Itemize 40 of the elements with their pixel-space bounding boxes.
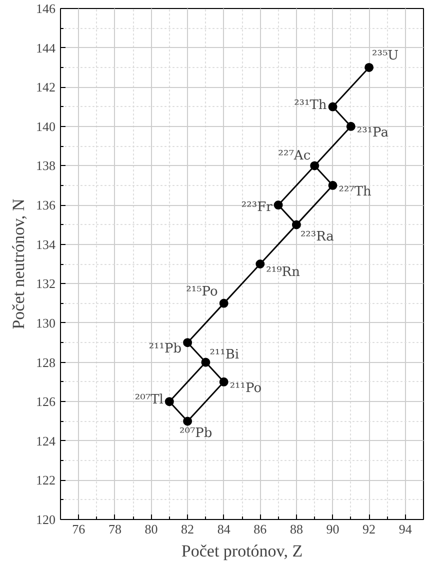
x-tick-label: 82 bbox=[181, 522, 194, 536]
y-tick-label: 144 bbox=[36, 40, 56, 56]
y-tick-label: 140 bbox=[36, 118, 56, 134]
x-axis-title: Počet protónov, Z bbox=[181, 542, 303, 560]
annotation: ²²⁷Ac bbox=[278, 148, 311, 164]
annotation: ²²⁷Th bbox=[338, 184, 372, 200]
annotation: ²³¹Th bbox=[294, 98, 328, 113]
y-tick-label: 124 bbox=[36, 433, 56, 448]
x-tick-label: 76 bbox=[72, 522, 86, 536]
x-tick-label: 86 bbox=[254, 522, 268, 536]
annotation: ²³¹Pa bbox=[356, 125, 389, 140]
y-tick-label: 138 bbox=[36, 158, 56, 174]
annotation: ²²³Ra bbox=[300, 230, 334, 245]
annotation: ²¹⁵Po bbox=[186, 284, 218, 300]
x-tick-label: 94 bbox=[398, 522, 412, 536]
x-tick-label: 92 bbox=[362, 522, 376, 536]
y-tick-label: 132 bbox=[36, 276, 56, 292]
annotation: ²¹¹Po bbox=[230, 380, 262, 396]
annotation: ²¹⁹Rn bbox=[266, 265, 301, 280]
y-tick-label: 136 bbox=[36, 198, 56, 213]
x-tick-label: 90 bbox=[326, 522, 340, 536]
x-tick-label: 80 bbox=[144, 522, 158, 536]
y-tick-label: 120 bbox=[36, 512, 56, 527]
annotation: ²⁰⁷Pb bbox=[180, 426, 212, 442]
y-tick-label: 142 bbox=[36, 80, 56, 95]
annotation: ²¹¹Pb bbox=[148, 342, 182, 357]
y-tick-label: 130 bbox=[36, 315, 56, 330]
x-tick-label: 88 bbox=[290, 522, 303, 536]
x-tick-label: 78 bbox=[108, 522, 122, 536]
y-axis-title: Počet neutrónov, N bbox=[9, 198, 28, 330]
y-tick-label: 126 bbox=[36, 394, 56, 410]
y-tick-label: 134 bbox=[36, 236, 56, 252]
y-tick-label: 128 bbox=[36, 354, 56, 370]
y-tick-label: 146 bbox=[36, 1, 56, 16]
annotation: ²⁰⁷Tl bbox=[134, 392, 164, 408]
annotation: ²²³Fr bbox=[241, 200, 274, 216]
annotation: ²¹¹Bi bbox=[210, 347, 240, 362]
annotation: ²³⁵U bbox=[372, 48, 399, 64]
y-tick-label: 122 bbox=[36, 472, 56, 488]
x-tick-label: 84 bbox=[217, 522, 231, 536]
